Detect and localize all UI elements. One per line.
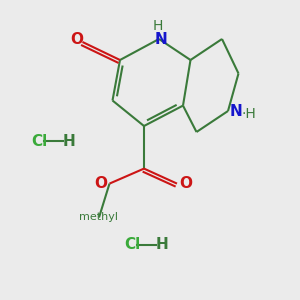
Text: O: O: [179, 176, 192, 191]
Text: ·H: ·H: [241, 107, 256, 121]
Text: H: H: [156, 237, 168, 252]
Text: N: N: [230, 103, 243, 118]
Text: O: O: [70, 32, 83, 46]
Text: O: O: [94, 176, 108, 191]
Text: H: H: [63, 134, 75, 148]
Text: H: H: [152, 19, 163, 32]
Text: N: N: [154, 32, 167, 46]
Text: methyl: methyl: [80, 212, 118, 223]
Text: Cl: Cl: [124, 237, 140, 252]
Text: Cl: Cl: [31, 134, 47, 148]
